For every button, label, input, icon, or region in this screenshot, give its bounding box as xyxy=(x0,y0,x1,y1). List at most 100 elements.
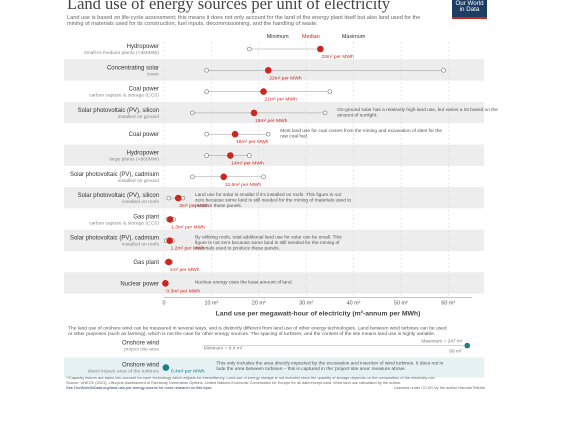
x-tick-label: 20 m² xyxy=(252,301,266,307)
median-marker xyxy=(166,237,173,244)
row-label: Gas plant xyxy=(133,260,159,266)
median-marker xyxy=(264,67,272,74)
min-marker xyxy=(204,89,209,94)
row-label: Coal power xyxy=(129,87,159,93)
row-band xyxy=(64,144,484,166)
median-marker xyxy=(260,88,267,95)
median-label: 19m² per MWh xyxy=(255,118,288,124)
median-label: 33m² per MWh xyxy=(321,54,354,60)
row-annotation: Land use for solar is smaller if it's in… xyxy=(195,192,352,209)
footer: **Capacity factors are taken into accoun… xyxy=(66,375,486,390)
row-annotation: By utilizing roofs, total additional lan… xyxy=(195,235,342,252)
median-marker xyxy=(220,173,228,181)
median-marker xyxy=(227,152,234,159)
median-marker xyxy=(231,130,239,138)
onshore-project-sublabel: project site area xyxy=(124,347,159,353)
row-sublabel: small-to-medium plants (<360MW) xyxy=(84,50,159,56)
row-label: Solar photovoltaic (PV), cadmium xyxy=(70,172,159,178)
legend-median: Median xyxy=(302,34,320,40)
median-marker xyxy=(166,216,174,223)
median-marker xyxy=(317,45,324,53)
max-marker xyxy=(180,195,186,201)
x-tick-label: 10 m² xyxy=(204,301,218,307)
row-annotation: On-ground solar has a relatively high la… xyxy=(337,107,498,119)
footer-notes: **Capacity factors are taken into accoun… xyxy=(66,375,436,380)
row-label: Solar photovoltaic (PV), silicon xyxy=(78,193,159,199)
min-marker xyxy=(166,195,171,201)
row-sublabel: carbon capture & storage (CCS) xyxy=(89,93,159,99)
row-sublabel: installed on ground xyxy=(118,114,160,120)
onshore-median-marker xyxy=(464,342,471,349)
median-label: 12.6m² per MWh xyxy=(225,182,262,188)
x-tick-label: 30 m² xyxy=(299,301,313,307)
median-marker xyxy=(250,109,258,117)
max-marker xyxy=(327,89,333,94)
row-sublabel: large plants (>660MW) xyxy=(109,157,159,163)
row-annotation: Nuclear energy uses the least amount of … xyxy=(195,279,293,285)
median-label: 1.3m² per MWh xyxy=(171,224,205,230)
row-band xyxy=(64,229,484,251)
onshore-direct-marker xyxy=(162,364,170,371)
onshore-direct-band xyxy=(64,357,484,378)
onshore-median-label: 99 m² xyxy=(449,349,462,355)
footer-license[interactable]: Licensed under CC-BY by the author Hanna… xyxy=(393,385,486,390)
median-label: 14m² per MWh xyxy=(231,161,264,167)
max-marker xyxy=(441,68,446,73)
median-label: 22m² per MWh xyxy=(269,75,302,81)
row-annotation: Most land use for coal comes from the mi… xyxy=(280,128,442,140)
x-tick-label: 40 m² xyxy=(347,301,361,307)
min-marker xyxy=(204,153,209,158)
max-marker xyxy=(322,110,328,116)
median-label: 1m² per MWh xyxy=(170,267,200,273)
onshore-intro: The land use of onshore wind can be meas… xyxy=(68,326,448,338)
x-axis-title: Land use per megawatt-hour of electricit… xyxy=(216,311,421,318)
row-label: Hydropower xyxy=(127,44,159,50)
logo-accent-bar xyxy=(452,17,487,19)
x-tick-label: 0 xyxy=(163,301,166,307)
onshore-direct-note: This only includes the area directly imp… xyxy=(216,361,443,373)
chart-subtitle: Land use is based on life-cycle assessme… xyxy=(67,15,421,28)
row-label: Nuclear power xyxy=(120,281,159,287)
chart-title: Land use of energy sources per unit of e… xyxy=(67,0,391,13)
x-tick-label: 50 m² xyxy=(394,301,408,307)
median-marker xyxy=(165,258,173,266)
row-label: Coal power xyxy=(129,132,159,138)
min-marker xyxy=(204,68,209,73)
min-marker xyxy=(190,110,195,116)
median-label: 1.2m² per MWh xyxy=(171,246,205,252)
row-label: Hydropower xyxy=(127,151,159,157)
median-label: 21m² per MWh xyxy=(265,97,298,103)
row-band xyxy=(64,187,484,209)
row-label: Gas plant xyxy=(133,214,159,220)
median-marker xyxy=(162,280,169,287)
row-sublabel: installed on ground xyxy=(118,178,160,184)
onshore-direct-value: 0.4m² per MWh xyxy=(171,369,205,375)
row-sublabel: installed on roofs xyxy=(122,242,160,248)
footer-more-link[interactable]: See OurWorldInData.org/land-use-per-ener… xyxy=(66,385,213,390)
row-band xyxy=(64,59,484,81)
min-marker xyxy=(204,131,209,137)
row-sublabel: tower xyxy=(147,71,159,77)
row-sublabel: carbon capture & storage (CCS) xyxy=(89,220,159,226)
min-marker xyxy=(247,46,252,52)
logo-line-1: Our World xyxy=(455,0,484,7)
max-marker xyxy=(247,153,252,158)
median-label: 15m² per MWh xyxy=(236,139,269,145)
row-band xyxy=(64,101,484,124)
median-marker xyxy=(174,194,182,202)
median-label: 0.3m² per MWh xyxy=(166,288,200,294)
median-label: 3m² per MWh xyxy=(179,203,209,209)
onshore-max-label: Maximum = 247 m² xyxy=(421,339,463,345)
row-label: Concentrating solar xyxy=(107,65,159,71)
row-band xyxy=(64,272,484,294)
onshore-direct-sublabel: direct impact area of the turbines xyxy=(88,369,160,375)
max-marker xyxy=(261,174,266,180)
legend-maximum: Maximum xyxy=(342,34,366,40)
onshore-project-label: Onshore wind xyxy=(122,341,159,347)
legend-minimum: Minimum xyxy=(267,34,289,40)
footer-source: Source: UNECE (2021); Lifecycle Assessme… xyxy=(66,380,402,385)
row-label: Solar photovoltaic (PV), silicon xyxy=(78,108,159,114)
owid-logo[interactable]: Our World in Data xyxy=(452,0,487,19)
min-marker xyxy=(190,174,195,180)
